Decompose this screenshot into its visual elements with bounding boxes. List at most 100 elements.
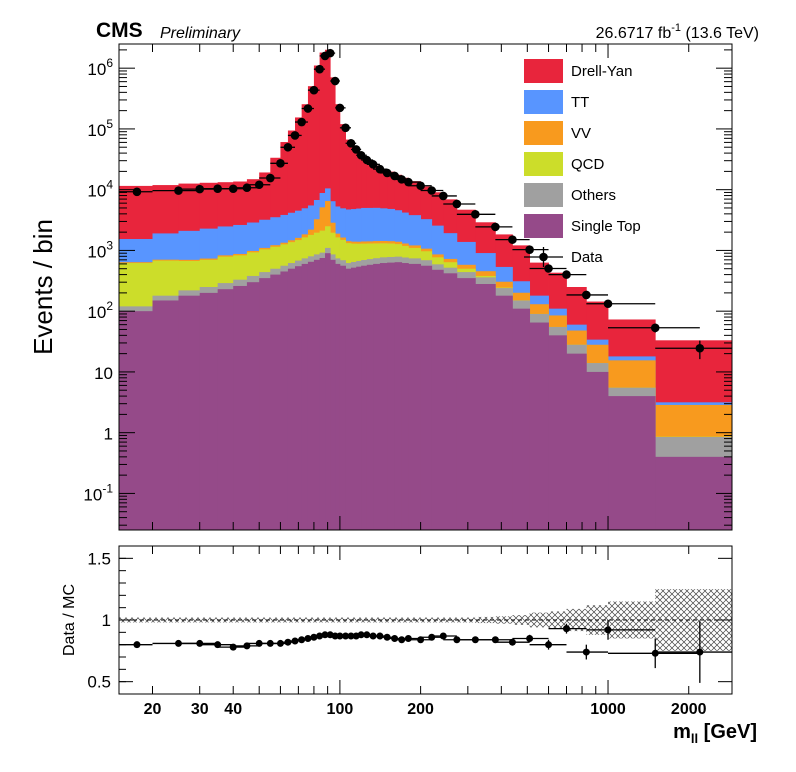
legend-entry: Single Top: [524, 214, 641, 238]
x-tick-label: 1000: [590, 701, 626, 718]
legend-swatch: [524, 152, 563, 176]
data-point: [362, 155, 372, 165]
y-tick-label: 105: [87, 117, 113, 140]
stack-bar: [373, 263, 381, 530]
band-bin: [287, 617, 295, 623]
x-tick-label: 200: [407, 701, 434, 718]
legend: Drell-Yan TT VV QCD Others Single Top Data: [524, 59, 641, 267]
stack-bar: [199, 292, 219, 530]
stack-bar: [356, 266, 362, 530]
data-point: [650, 323, 660, 333]
stack-bar: [152, 300, 179, 530]
ratio-point: [526, 635, 534, 642]
ratio-y-tick-label: 0.5: [87, 673, 111, 692]
data-point: [368, 160, 378, 169]
data-point: [335, 103, 345, 113]
main-plot: 10-1 1 10 102 103 104 105 106 Events / bin Drel…: [28, 43, 733, 531]
ratio-point: [696, 648, 704, 656]
data-point: [525, 245, 534, 254]
ratio-point: [582, 648, 590, 656]
stack-bar: [295, 266, 303, 530]
band-bin: [456, 617, 476, 623]
stack-bar: [339, 265, 346, 530]
x-tick-label: 2000: [671, 701, 707, 718]
x-axis-var: m: [673, 721, 691, 743]
legend-entry: TT: [524, 90, 589, 114]
stack-bar: [586, 371, 609, 530]
stack-bar: [431, 269, 444, 530]
data-point: [276, 159, 285, 168]
legend-label: Data: [571, 249, 603, 266]
y-tick-label: 10: [94, 364, 113, 383]
legend-swatch: [524, 59, 563, 83]
stack-bar: [394, 262, 403, 530]
data-point: [351, 145, 361, 154]
stack-bar: [325, 253, 331, 530]
stack-bar: [301, 263, 309, 530]
data-point: [508, 235, 517, 244]
ratio-point: [214, 641, 222, 649]
ratio-point: [604, 626, 612, 634]
band-bin: [325, 617, 331, 623]
legend-label: Drell-Yan: [571, 63, 632, 80]
data-point: [356, 150, 366, 160]
data-point: [416, 181, 425, 191]
ratio-point: [651, 649, 659, 657]
stack-bar: [270, 274, 281, 530]
data-point: [283, 142, 293, 152]
stack-bar: [443, 273, 458, 530]
legend-label: Single Top: [571, 218, 641, 235]
stack-bar: [178, 295, 201, 530]
ratio-point: [417, 636, 425, 644]
ratio-point: [508, 638, 516, 646]
legend-entry: Drell-Yan: [524, 59, 632, 83]
stack-bar: [387, 262, 396, 530]
band-bin: [379, 617, 388, 623]
legend-swatch: [524, 214, 563, 238]
y-tick-label: 102: [87, 299, 113, 322]
data-point: [330, 76, 340, 86]
legend-marker: [539, 252, 548, 262]
legend-entry: QCD: [524, 152, 605, 176]
ratio-point: [398, 636, 406, 644]
band-bin: [361, 617, 367, 623]
stack-bar: [361, 265, 368, 530]
ratio-y-tick-label: 1: [102, 611, 111, 630]
stacked-histogram: [119, 49, 733, 531]
ratio-point: [376, 632, 384, 640]
data-point: [309, 85, 319, 95]
data-point: [174, 186, 183, 195]
data-point: [452, 199, 462, 209]
ratio-point: [291, 637, 299, 645]
band-bin: [345, 617, 352, 623]
ratio-point: [439, 632, 447, 640]
legend-swatch: [524, 183, 563, 207]
cms-label: CMS: [96, 19, 143, 42]
ratio-point: [428, 633, 436, 641]
stack-bar: [408, 263, 422, 530]
ratio-point: [491, 636, 499, 644]
data-point: [242, 183, 252, 193]
stack-single-top: [119, 253, 733, 530]
y-tick-label: 104: [87, 178, 113, 201]
energy-label: (13.6 TeV): [685, 25, 759, 42]
data-point: [341, 123, 350, 133]
stack-bar: [313, 259, 320, 530]
ratio-y-tick-label: 1.5: [87, 549, 111, 568]
y-tick-label: 106: [87, 56, 113, 79]
stack-bar: [566, 353, 587, 530]
band-bin: [394, 617, 402, 623]
y-tick-label: 1: [104, 425, 113, 444]
lumi-unit: fb: [658, 25, 671, 42]
stack-bar: [233, 285, 248, 530]
x-axis-unit: [GeV]: [704, 721, 757, 743]
lumi-exponent: -1: [671, 22, 681, 34]
lumi-label: 26.6717 fb-1 (13.6 TeV): [596, 22, 759, 42]
ratio-point: [243, 642, 251, 650]
x-tick-label: 40: [224, 701, 242, 718]
legend-label: QCD: [571, 156, 605, 173]
legend-entry: Others: [524, 183, 616, 207]
data-point: [132, 187, 142, 197]
band-bin: [294, 617, 302, 623]
